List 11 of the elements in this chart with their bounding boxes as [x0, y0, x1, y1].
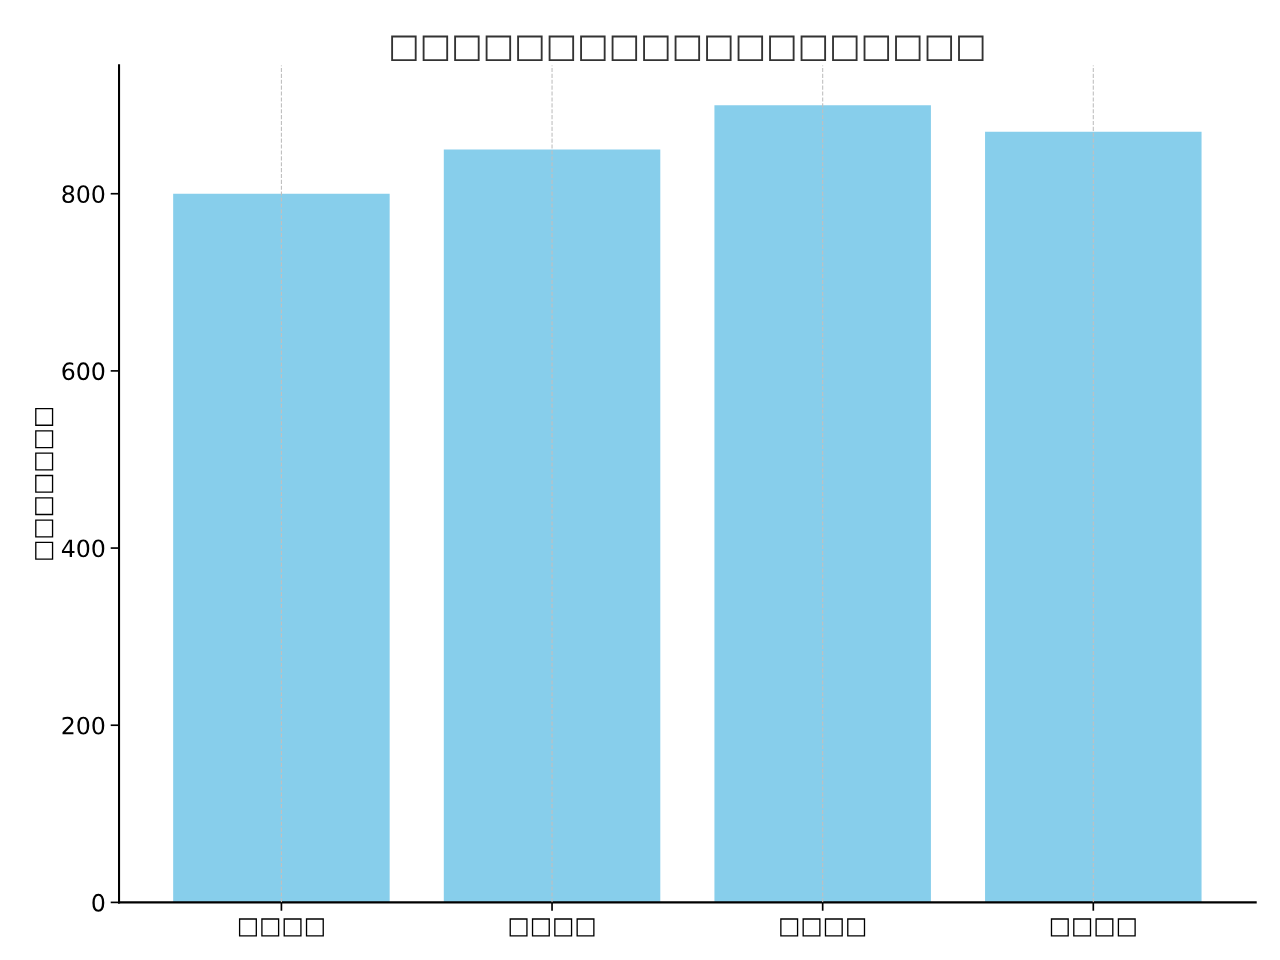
x-tick-label: □□□□	[780, 918, 866, 937]
y-tick-label: 800	[62, 185, 105, 204]
x-tick-label: □□□□	[238, 918, 324, 937]
y-tick-label: 200	[62, 716, 105, 735]
x-tick-label: □□□□	[509, 918, 595, 937]
y-axis-title: □□□□□□□	[35, 407, 54, 560]
chart-title: □□□□□□□□□□□□□□□□□□□	[391, 35, 984, 62]
y-tick-label: 0	[92, 893, 105, 912]
x-tick-label: □□□□	[1050, 918, 1136, 937]
y-tick-label: 400	[61, 539, 105, 558]
y-tick-label: 600	[62, 362, 105, 381]
